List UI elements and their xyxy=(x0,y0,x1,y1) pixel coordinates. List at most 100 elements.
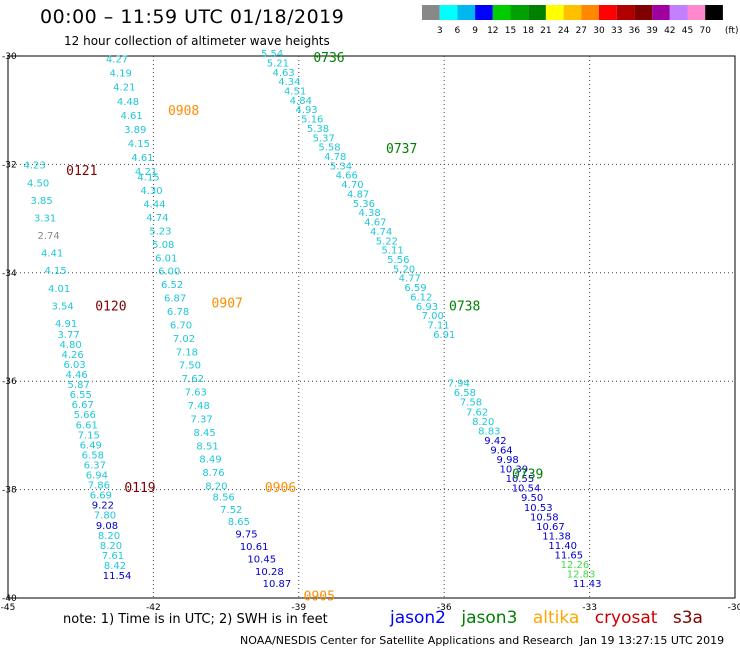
track-time-label: 0739 xyxy=(512,467,543,482)
wave-height-value: 4.50 xyxy=(27,178,49,189)
wave-height-value: 7.62 xyxy=(182,374,204,385)
colorbar-tick: 18 xyxy=(522,26,534,36)
wave-height-value: 4.80 xyxy=(59,340,81,351)
wave-height-value: 10.28 xyxy=(255,567,284,578)
wave-height-value: 7.61 xyxy=(102,551,124,562)
wave-height-value: 8.45 xyxy=(193,428,215,439)
wave-height-value: 10.45 xyxy=(247,554,276,565)
wave-height-value: 5.37 xyxy=(313,133,335,144)
plot-frame xyxy=(7,55,736,599)
wave-height-value: 4.15 xyxy=(128,139,150,150)
wave-height-value: 7.80 xyxy=(94,511,116,522)
chart-subtitle: 12 hour collection of altimeter wave hei… xyxy=(64,34,330,48)
wave-height-value: 6.58 xyxy=(82,450,104,461)
wave-height-value: 6.52 xyxy=(161,280,183,291)
wave-height-value: 10.61 xyxy=(240,542,269,553)
colorbar-tick: 12 xyxy=(487,26,498,36)
wave-height-value: 5.22 xyxy=(376,236,398,247)
colorbar-swatch xyxy=(599,5,617,20)
y-tick-label: -36 xyxy=(2,377,17,387)
wave-height-value: 4.30 xyxy=(140,186,162,197)
wave-height-value: 5.11 xyxy=(381,246,403,257)
wave-height-value: 7.37 xyxy=(191,414,213,425)
color-scale-bar: 3 6 9 12 15 18 21 24 27 30 33 36 39 42 45 70 (ft) xyxy=(422,5,739,36)
wave-height-value: 5.56 xyxy=(387,255,409,266)
wave-height-value: 6.49 xyxy=(80,440,102,451)
wave-height-value: 11.54 xyxy=(103,571,132,582)
wave-height-value: 4.26 xyxy=(61,350,83,361)
colorbar-tick: 27 xyxy=(576,26,587,36)
wave-height-value: 9.98 xyxy=(497,455,519,466)
wave-height-value: 6.01 xyxy=(155,253,177,264)
track-time-label: 0907 xyxy=(212,297,243,312)
wave-height-value: 11.65 xyxy=(555,551,584,562)
colorbar-tick: 45 xyxy=(682,26,693,36)
wave-height-value: 4.61 xyxy=(120,111,142,122)
colorbar-tick: 36 xyxy=(629,26,641,36)
wave-height-value: 8.20 xyxy=(472,417,494,428)
wave-height-value: 7.86 xyxy=(88,481,110,492)
wave-height-value: 10.67 xyxy=(536,522,565,533)
wave-height-value: 8.20 xyxy=(205,482,227,493)
wave-height-value: 5.21 xyxy=(267,58,289,69)
legend-cryosat: cryosat xyxy=(594,608,658,628)
track-time-label: 0736 xyxy=(313,51,344,66)
wave-height-value: 9.64 xyxy=(490,445,512,456)
wave-height-value: 7.11 xyxy=(427,320,449,331)
colorbar-tick: 42 xyxy=(664,26,675,36)
footer-note: note: 1) Time is in UTC; 2) SWH is in fe… xyxy=(63,612,328,627)
wave-height-value: 6.87 xyxy=(164,294,186,305)
colorbar-swatch xyxy=(528,5,546,20)
wave-height-value: 6.70 xyxy=(170,320,192,331)
satellite-legend: jason2 jason3 altika cryosat s3a xyxy=(390,608,713,628)
wave-height-value: 8.65 xyxy=(228,517,250,528)
wave-height-value: 4.74 xyxy=(146,213,168,224)
y-tick-label: -30 xyxy=(2,52,17,62)
wave-height-value: 4.19 xyxy=(110,69,132,80)
wave-height-value: 4.63 xyxy=(272,68,294,79)
colorbar-swatch xyxy=(652,5,670,20)
credit-line: NOAA/NESDIS Center for Satellite Applica… xyxy=(240,634,574,647)
wave-height-value: 4.67 xyxy=(364,218,386,229)
wave-height-value: 6.00 xyxy=(158,267,180,278)
wave-height-value: 12.26 xyxy=(561,560,590,571)
wave-height-value: 6.55 xyxy=(70,390,92,401)
wave-height-value: 6.69 xyxy=(90,491,112,502)
x-tick-label: -39 xyxy=(291,603,306,613)
legend-s3a: s3a xyxy=(672,608,703,628)
wave-height-value: 5.38 xyxy=(307,124,329,135)
wave-height-value: 8.42 xyxy=(104,561,126,572)
wave-height-value: 10.39 xyxy=(499,465,528,476)
wave-height-value: 4.74 xyxy=(370,227,392,238)
wave-height-value: 12.83 xyxy=(567,570,596,581)
wave-height-value: 5.20 xyxy=(393,264,415,275)
wave-height-value: 6.37 xyxy=(84,460,106,471)
wave-height-value: 10.87 xyxy=(263,579,292,590)
wave-height-value: 4.66 xyxy=(336,171,358,182)
wave-height-value: 10.55 xyxy=(506,474,535,485)
wave-height-value: 4.21 xyxy=(135,167,157,178)
wave-height-value: 11.43 xyxy=(573,579,602,590)
wave-height-value: 7.58 xyxy=(460,398,482,409)
wave-height-value: 5.08 xyxy=(152,240,174,251)
colorbar-swatch xyxy=(634,5,653,20)
wave-height-value: 5.34 xyxy=(330,161,352,172)
wave-height-value: 4.51 xyxy=(284,87,306,98)
wave-height-value: 4.46 xyxy=(66,370,88,381)
wave-height-value: 8.56 xyxy=(213,492,235,503)
wave-height-value: 6.78 xyxy=(167,307,189,318)
colorbar-tick: 30 xyxy=(593,26,605,36)
colorbar-unit: (ft) xyxy=(725,26,739,36)
wave-height-value: 4.44 xyxy=(143,200,165,211)
colorbar-swatch xyxy=(492,5,511,20)
wave-height-value: 3.54 xyxy=(52,301,74,312)
legend-altika: altika xyxy=(532,608,580,628)
wave-height-value: 6.61 xyxy=(76,420,98,431)
wave-height-value: 6.93 xyxy=(416,302,438,313)
wave-height-value: 3.85 xyxy=(31,196,53,207)
wave-height-value: 4.41 xyxy=(41,249,63,260)
generation-timestamp: Jan 19 13:27:15 UTC 2019 xyxy=(580,634,725,647)
wave-height-value: 4.87 xyxy=(347,189,369,200)
wave-height-value: 10.58 xyxy=(530,512,559,523)
